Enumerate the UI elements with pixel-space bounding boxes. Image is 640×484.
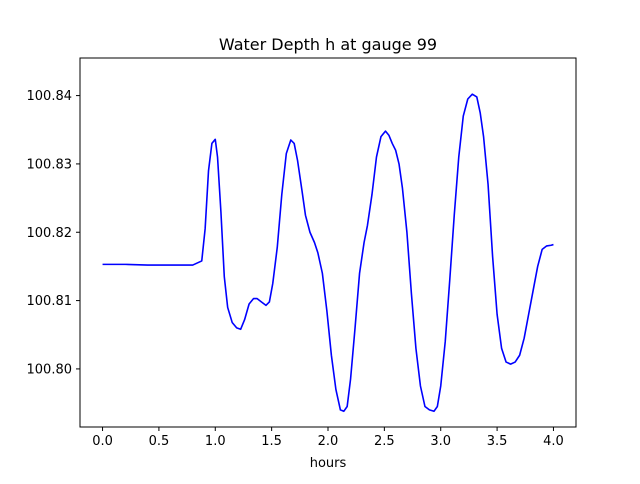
x-tick-label: 3.5: [487, 434, 508, 449]
y-tick-label: 100.80: [27, 362, 73, 377]
y-axis: 100.80 100.81 100.82 100.83 100.84: [27, 89, 80, 377]
y-tick-label: 100.84: [27, 89, 73, 104]
x-tick-label: 0.5: [149, 434, 170, 449]
x-tick-label: 0.0: [92, 434, 113, 449]
chart-title: Water Depth h at gauge 99: [219, 35, 437, 54]
x-tick-label: 3.0: [430, 434, 451, 449]
y-tick-label: 100.81: [27, 294, 73, 309]
x-axis: 0.0 0.5 1.0 1.5 2.0 2.5 3.0 3.5 4.0: [92, 427, 564, 449]
x-tick-label: 1.5: [261, 434, 282, 449]
series-line-0: [102, 93, 554, 413]
x-tick-label: 2.5: [374, 434, 395, 449]
x-tick-label: 2.0: [318, 434, 339, 449]
y-tick-label: 100.82: [27, 226, 73, 241]
y-tick-label: 100.83: [27, 157, 73, 172]
x-tick-label: 4.0: [543, 434, 564, 449]
plot-area: [102, 93, 554, 413]
x-axis-label: hours: [310, 456, 347, 471]
x-tick-label: 1.0: [205, 434, 226, 449]
